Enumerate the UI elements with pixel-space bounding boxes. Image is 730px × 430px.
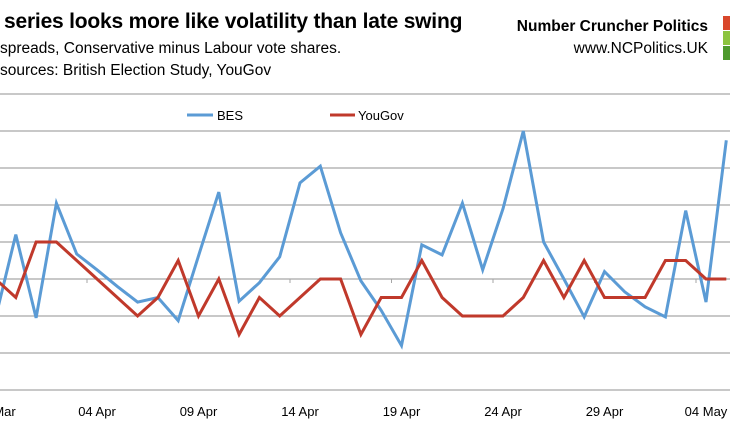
brand-bar-green xyxy=(723,46,730,60)
brand-block: Number Cruncher Politics www.NCPolitics.… xyxy=(517,16,708,60)
brand-name: Number Cruncher Politics xyxy=(516,18,708,35)
x-tick-label: 04 May xyxy=(685,404,728,419)
x-tick-label: 30 Mar xyxy=(0,404,16,419)
legend-label-yougov: YouGov xyxy=(358,108,404,123)
legend-label-bes: BES xyxy=(217,108,243,123)
series-line-bes xyxy=(0,130,728,350)
x-tick-label: 09 Apr xyxy=(180,404,218,419)
chart-subtitle: spreads, Conservative minus Labour vote … xyxy=(0,40,342,57)
x-tick-label: 24 Apr xyxy=(484,404,522,419)
brand-bar-red xyxy=(723,16,730,30)
brand-bar-lightgreen xyxy=(723,31,730,45)
chart-source: sources: British Election Study, YouGov xyxy=(0,62,272,79)
series-line-yougov xyxy=(0,240,727,339)
brand-url[interactable]: www.NCPolitics.UK xyxy=(573,40,708,57)
x-tick-label: 04 Apr xyxy=(78,404,116,419)
chart-title: series looks more like volatility than l… xyxy=(4,10,463,33)
x-tick-label: 14 Apr xyxy=(281,404,319,419)
x-tick-label: 29 Apr xyxy=(586,404,624,419)
x-tick-label: 19 Apr xyxy=(383,404,421,419)
